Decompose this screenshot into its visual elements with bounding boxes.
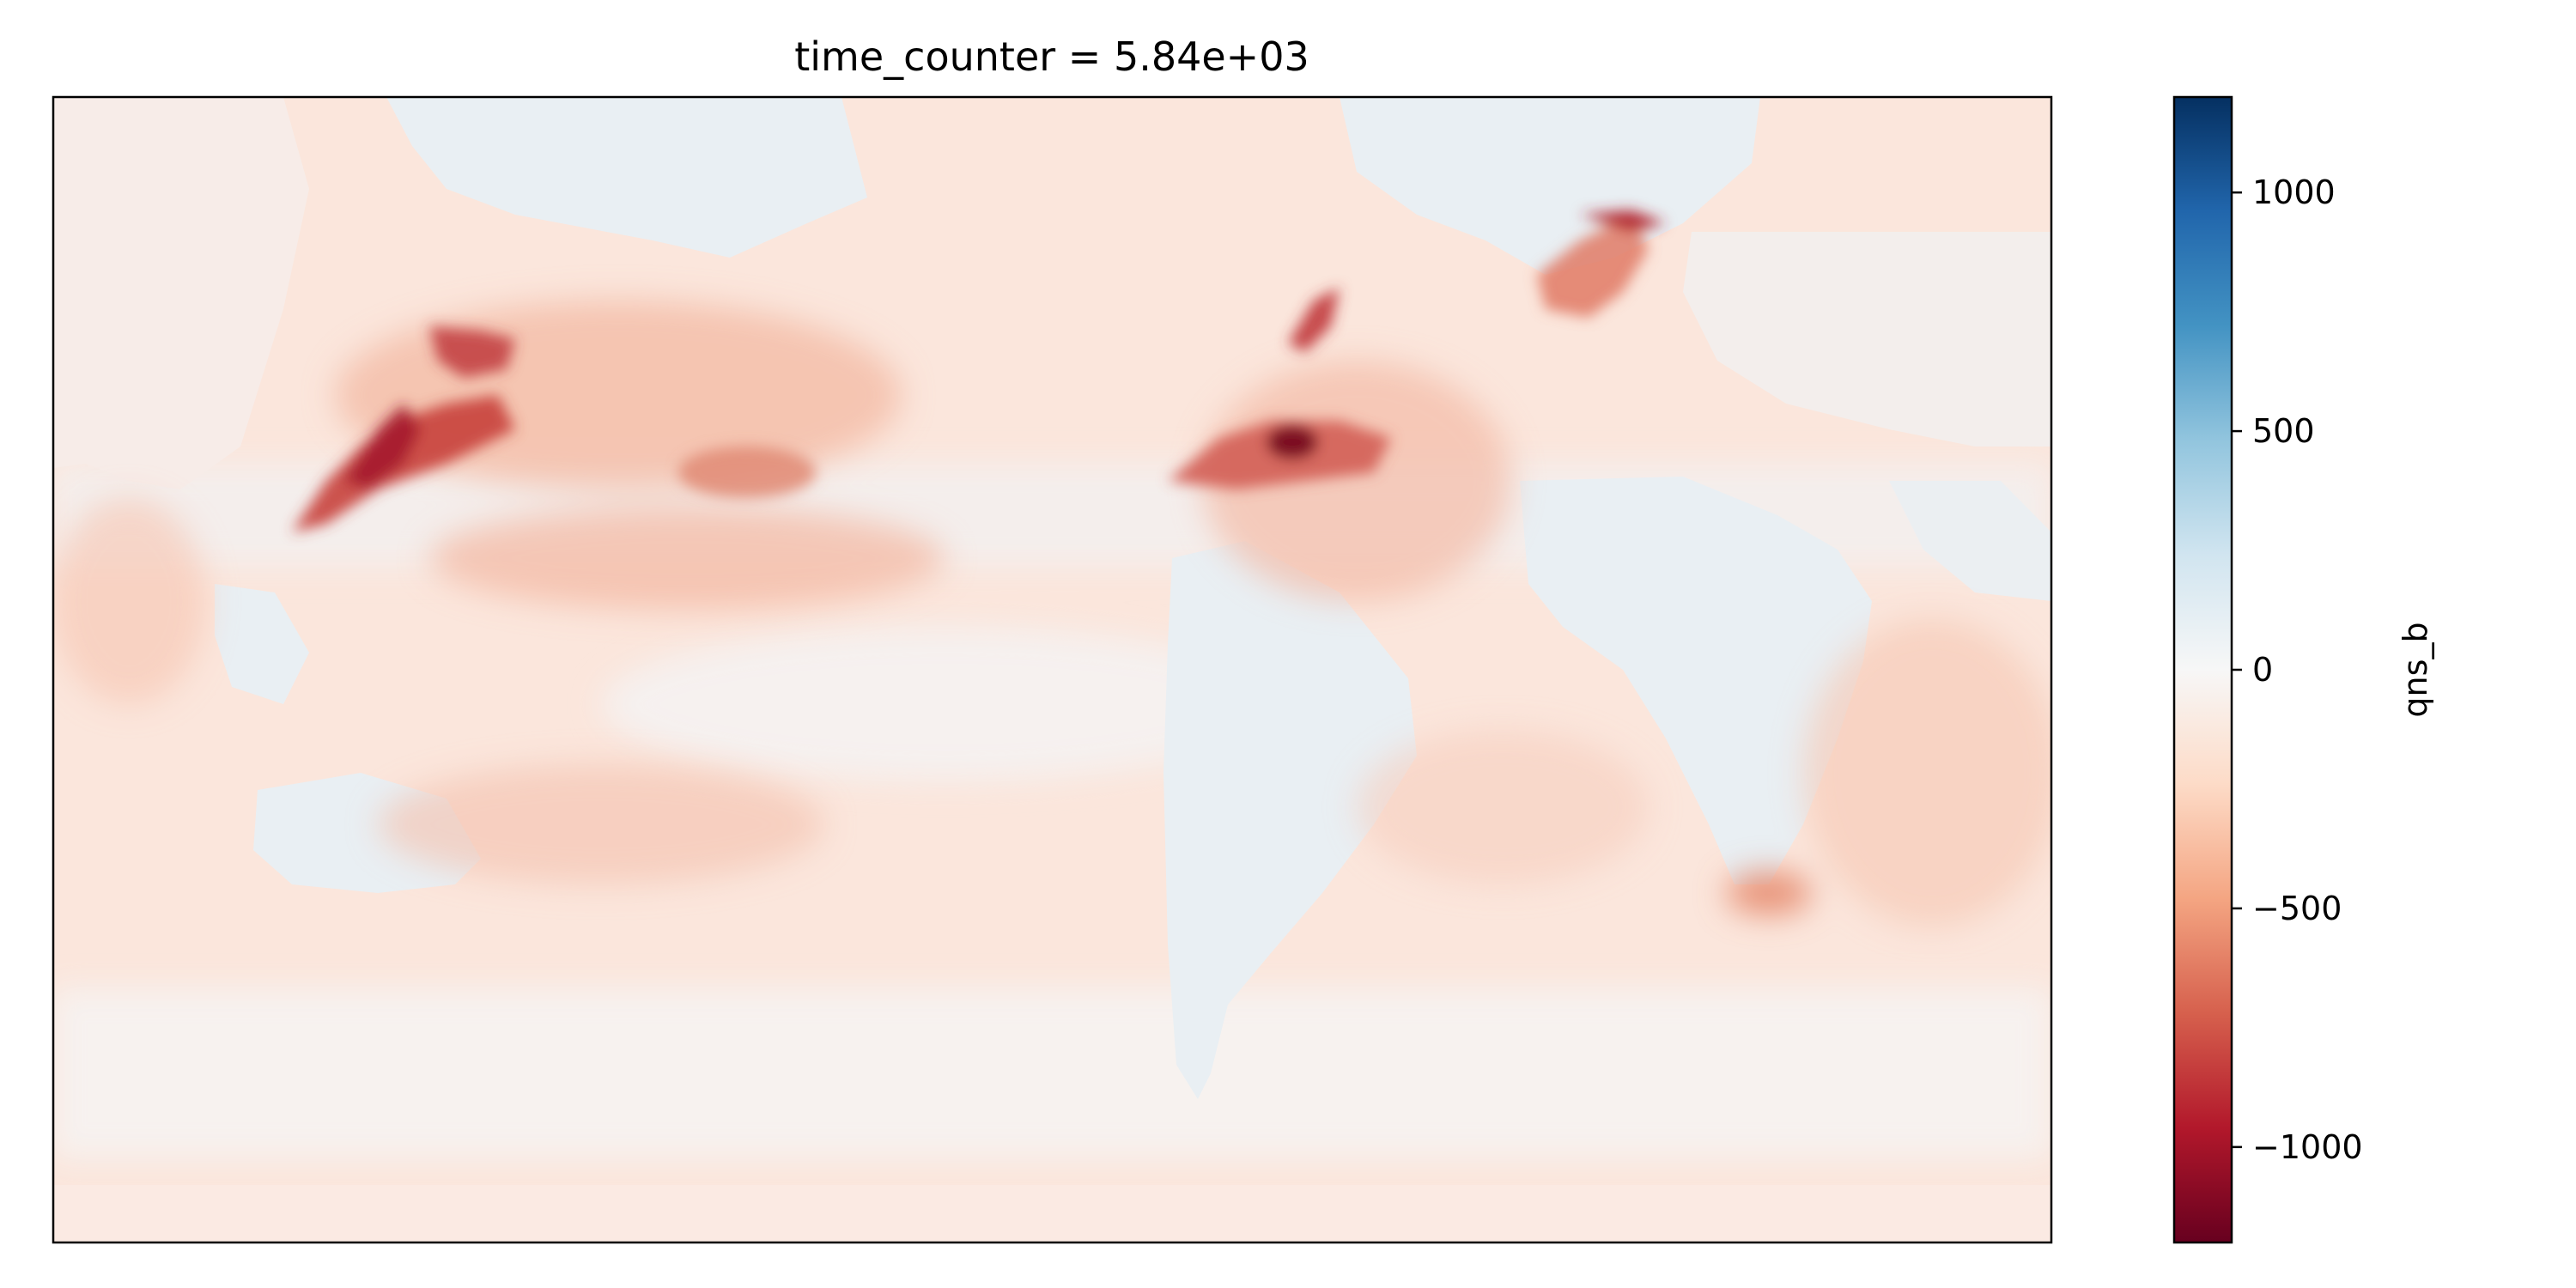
okhotsk <box>429 326 515 378</box>
land-eurasia <box>1683 232 2051 447</box>
colorbar-gradient <box>2174 97 2232 1242</box>
indian-ocean <box>1803 618 2051 927</box>
strong-negative-regions <box>292 210 1666 532</box>
land-antarctica <box>53 1185 2051 1242</box>
colorbar-tick-label: 500 <box>2252 412 2315 450</box>
colorbar-tick-label: 1000 <box>2252 173 2336 211</box>
nordic-seas <box>1537 215 1649 318</box>
land-south-america <box>1163 541 1417 1099</box>
plot-frame <box>52 95 2053 1244</box>
west-pacific <box>53 498 206 704</box>
chart-title: time_counter = 5.84e+03 <box>794 33 1309 80</box>
kuroshio-east <box>678 447 816 498</box>
agulhas <box>1726 872 1812 914</box>
equatorial-pacific-pale <box>601 627 1288 781</box>
colorbar-tick-label: 0 <box>2252 651 2273 689</box>
land-arctic-north-america <box>386 97 867 258</box>
heatmap-field <box>53 97 2051 1242</box>
land-north-america <box>53 97 309 489</box>
southern-band <box>53 987 2051 1159</box>
land-africa <box>1520 477 1872 884</box>
barents-sea <box>1580 210 1666 232</box>
colorbar: −1000 −500 0 500 1000 qns_b <box>2172 95 2434 1244</box>
colorbar-tick-label: −1000 <box>2252 1128 2363 1166</box>
land-masses <box>53 97 2051 1242</box>
gulf-stream-core <box>1267 425 1318 459</box>
land-arabia <box>1889 481 2051 601</box>
labrador-sea <box>1288 288 1340 352</box>
colorbar-tick-label: −500 <box>2252 890 2342 927</box>
sea-of-japan <box>343 404 421 489</box>
north-pacific-south <box>429 507 945 610</box>
land-southeast-asia <box>215 584 309 704</box>
south-pacific <box>378 764 824 884</box>
colorbar-ticks: −1000 −500 0 500 1000 <box>2232 173 2363 1166</box>
south-atlantic <box>1357 730 1649 884</box>
land-greenland <box>1340 97 1760 275</box>
colorbar-label: qns_b <box>2397 622 2434 717</box>
